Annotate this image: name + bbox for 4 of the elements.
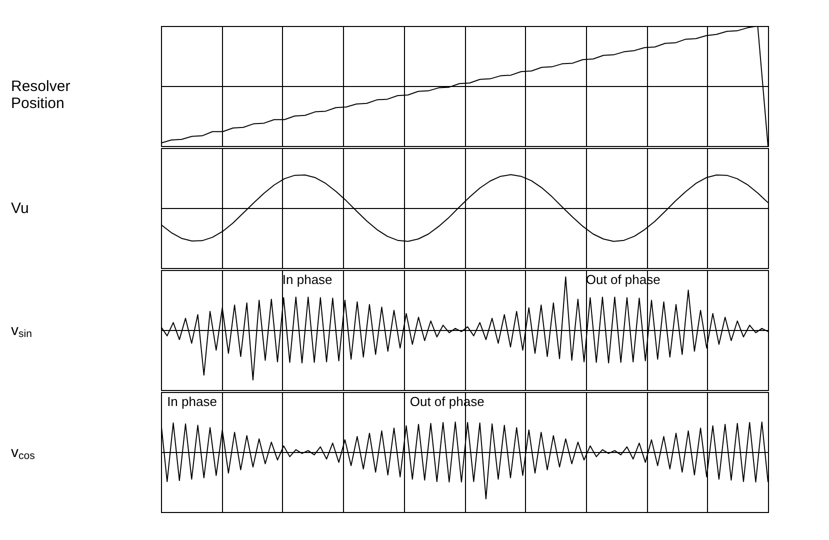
annotation: In phase xyxy=(282,272,332,287)
y-axis-title: Vu xyxy=(11,200,29,217)
text: In phase xyxy=(167,394,217,409)
y-axis-title: Resolver Position xyxy=(11,78,70,112)
